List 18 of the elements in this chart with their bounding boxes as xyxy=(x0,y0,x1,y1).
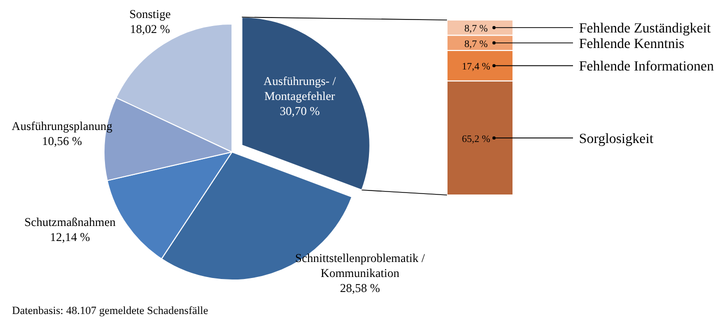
slice-label: Schutzmaßnahmen xyxy=(24,215,116,229)
slice-label: Sonstige xyxy=(129,7,171,21)
text: Fehlende Kenntnis xyxy=(579,36,684,52)
data-label: 18,02 % xyxy=(130,22,170,36)
data-label: 8,7 % xyxy=(464,38,488,50)
slice-label: Ausführungsplanung xyxy=(12,119,112,133)
slice-label: Ausführungs- / Montagefehler xyxy=(264,74,337,104)
data-label: 65,2 % xyxy=(462,134,490,145)
text: Sorglosigkeit xyxy=(579,132,654,147)
data-label: 30,70 % xyxy=(280,104,320,118)
data-label: 12,14 % xyxy=(50,230,90,244)
text: Fehlende Zuständigkeit xyxy=(579,22,711,37)
text: Datenbasis: 48.107 gemeldete Schadensfälle xyxy=(12,305,208,317)
data-label: 17,4 % xyxy=(462,62,490,73)
data-label: 28,58 % xyxy=(340,281,380,295)
data-label: 8,7 % xyxy=(464,24,488,35)
data-label: 10,56 % xyxy=(42,134,82,148)
text: Fehlende Informationen xyxy=(579,60,714,75)
